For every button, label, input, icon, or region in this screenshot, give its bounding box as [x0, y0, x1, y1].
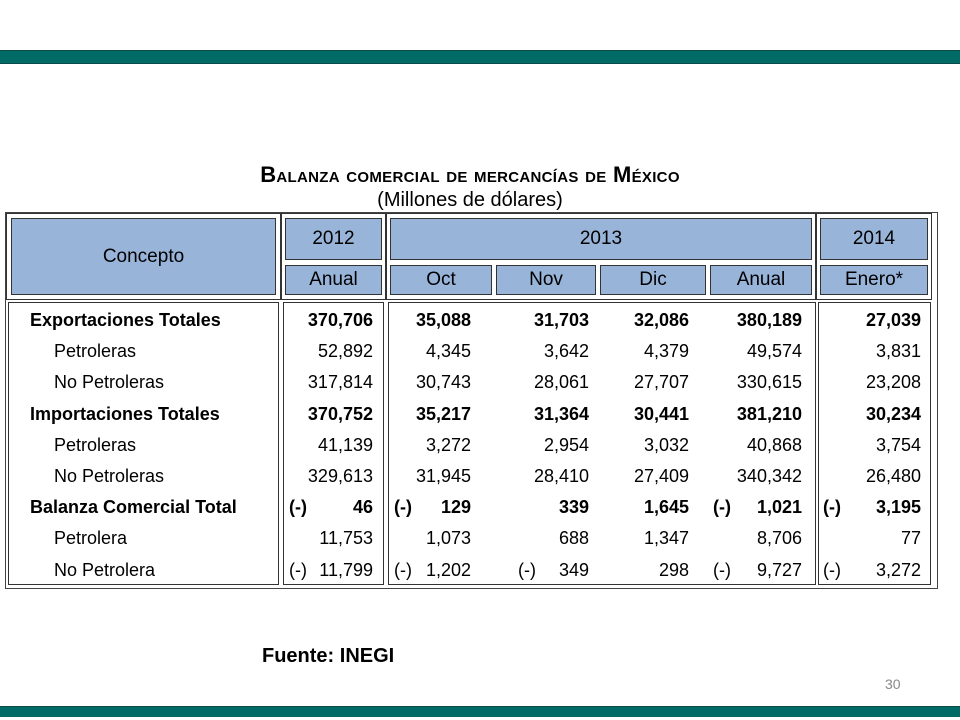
table-cell-value: 26,480	[865, 466, 921, 486]
page-number: 30	[885, 676, 901, 692]
row-label: Exportaciones Totales	[30, 310, 221, 330]
table-cell-value: 8,706	[756, 528, 802, 549]
row-label: Balanza Comercial Total	[30, 497, 237, 518]
negative-marker: (-)	[713, 497, 731, 518]
table-cell-value: 1,021	[756, 497, 802, 518]
table-cell-value: 3,032	[643, 434, 689, 455]
negative-marker: (-)	[394, 497, 412, 518]
table-cell-value: 35,217	[415, 403, 471, 424]
table-cell-value: 129	[440, 497, 471, 518]
table-cell-value: 298	[658, 559, 689, 580]
table-cell-value: 32,086	[633, 310, 689, 330]
table-cell-value: 30,234	[865, 403, 921, 424]
table-cell-value: 27,039	[865, 310, 921, 330]
table-cell-value: 3,272	[875, 559, 921, 580]
table-cell-value: 3,195	[875, 497, 921, 518]
subheader-5: Enero*	[820, 265, 928, 295]
table-cell-value: 31,364	[533, 403, 589, 424]
negative-marker: (-)	[518, 559, 536, 580]
top-decor-band	[0, 50, 960, 64]
table-cell-value: 349	[558, 559, 589, 580]
table-cell-value: 1,347	[643, 528, 689, 549]
body-2012-column	[283, 302, 384, 585]
table-cell-value: 3,272	[425, 434, 471, 455]
subheader-1: Oct	[390, 265, 492, 295]
row-label: No Petroleras	[54, 466, 165, 486]
subheader-0: Anual	[285, 265, 382, 295]
table-cell-value: 339	[558, 497, 589, 518]
body-2014-column	[818, 302, 931, 585]
table-cell-value: 370,706	[307, 310, 373, 330]
table-cell-value: 4,345	[425, 341, 471, 362]
table-cell-value: 11,753	[319, 528, 373, 549]
table-cell-value: 11,799	[319, 559, 373, 580]
table-cell-value: 28,410	[533, 466, 589, 486]
row-label: Importaciones Totales	[30, 403, 220, 424]
subheader-3: Dic	[600, 265, 706, 295]
table-cell-value: 46	[352, 497, 373, 518]
negative-marker: (-)	[394, 559, 412, 580]
row-label: Petroleras	[54, 434, 137, 455]
table-cell-value: 77	[900, 528, 921, 549]
body-label-column	[8, 302, 279, 585]
table-cell-value: 30,441	[633, 403, 689, 424]
table-cell-value: 52,892	[317, 341, 373, 362]
subheader-4: Anual	[710, 265, 812, 295]
table-cell-value: 370,752	[307, 403, 373, 424]
table-cell-value: 31,945	[415, 466, 471, 486]
slide-title: Balanza comercial de mercancías de Méxic…	[260, 162, 680, 187]
header-concepto: Concepto	[11, 218, 276, 295]
table-cell-value: 41,139	[317, 434, 373, 455]
table-cell-value: 30,743	[415, 372, 471, 393]
source-note: Fuente: INEGI	[262, 645, 395, 667]
table-cell-value: 2,954	[543, 434, 589, 455]
header-year-2012: 2012	[285, 218, 382, 260]
body-2013-column	[388, 302, 816, 585]
table-cell-value: 9,727	[756, 559, 802, 580]
table-cell-value: 1,073	[425, 528, 471, 549]
table-cell-value: 330,615	[736, 372, 802, 393]
table-cell-value: 40,868	[746, 434, 802, 455]
negative-marker: (-)	[823, 497, 841, 518]
table-cell-value: 4,379	[643, 341, 689, 362]
table-cell-value: 329,613	[307, 466, 373, 486]
table-cell-value: 380,189	[736, 310, 802, 330]
table-cell-value: 1,202	[425, 559, 471, 580]
table-cell-value: 27,707	[633, 372, 689, 393]
slide-subtitle: (Millones de dólares)	[377, 189, 563, 211]
table-cell-value: 49,574	[746, 341, 802, 362]
subheader-2: Nov	[496, 265, 596, 295]
row-label: Petroleras	[54, 341, 137, 362]
table-cell-value: 3,831	[875, 341, 921, 362]
bottom-decor-band	[0, 706, 960, 717]
negative-marker: (-)	[823, 559, 841, 580]
table-cell-value: 27,409	[633, 466, 689, 486]
table-cell-value: 317,814	[307, 372, 373, 393]
row-label: No Petroleras	[54, 372, 165, 393]
negative-marker: (-)	[289, 497, 307, 518]
table-cell-value: 688	[558, 528, 589, 549]
header-year-2014: 2014	[820, 218, 928, 260]
table-cell-value: 3,754	[875, 434, 921, 455]
header-year-2013: 2013	[390, 218, 812, 260]
row-label: Petrolera	[54, 528, 128, 549]
table-cell-value: 35,088	[415, 310, 471, 330]
table-cell-value: 23,208	[865, 372, 921, 393]
negative-marker: (-)	[289, 559, 307, 580]
table-cell-value: 3,642	[543, 341, 589, 362]
table-cell-value: 381,210	[736, 403, 802, 424]
table-cell-value: 28,061	[533, 372, 589, 393]
table-cell-value: 31,703	[533, 310, 589, 330]
negative-marker: (-)	[713, 559, 731, 580]
table-cell-value: 1,645	[643, 497, 689, 518]
row-label: No Petrolera	[54, 559, 156, 580]
trade-balance-table: Concepto 2012 2013 2014 Anual Oct Nov Dic Anual E…	[5, 212, 938, 589]
table-cell-value: 340,342	[736, 466, 802, 486]
